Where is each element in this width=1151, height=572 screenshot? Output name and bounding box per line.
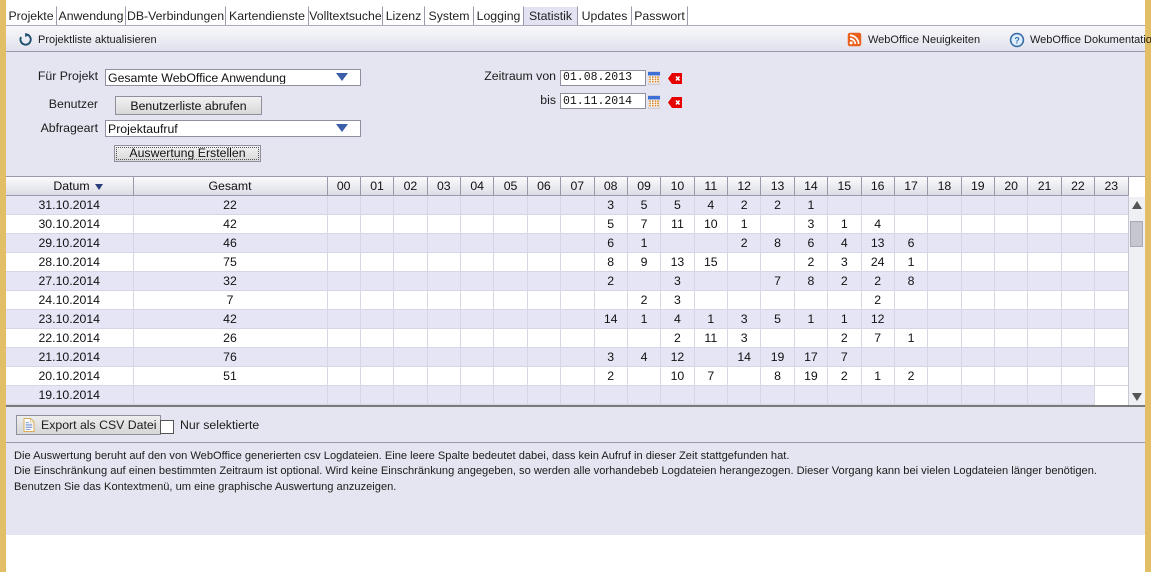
svg-text:?: ? (1014, 35, 1019, 45)
